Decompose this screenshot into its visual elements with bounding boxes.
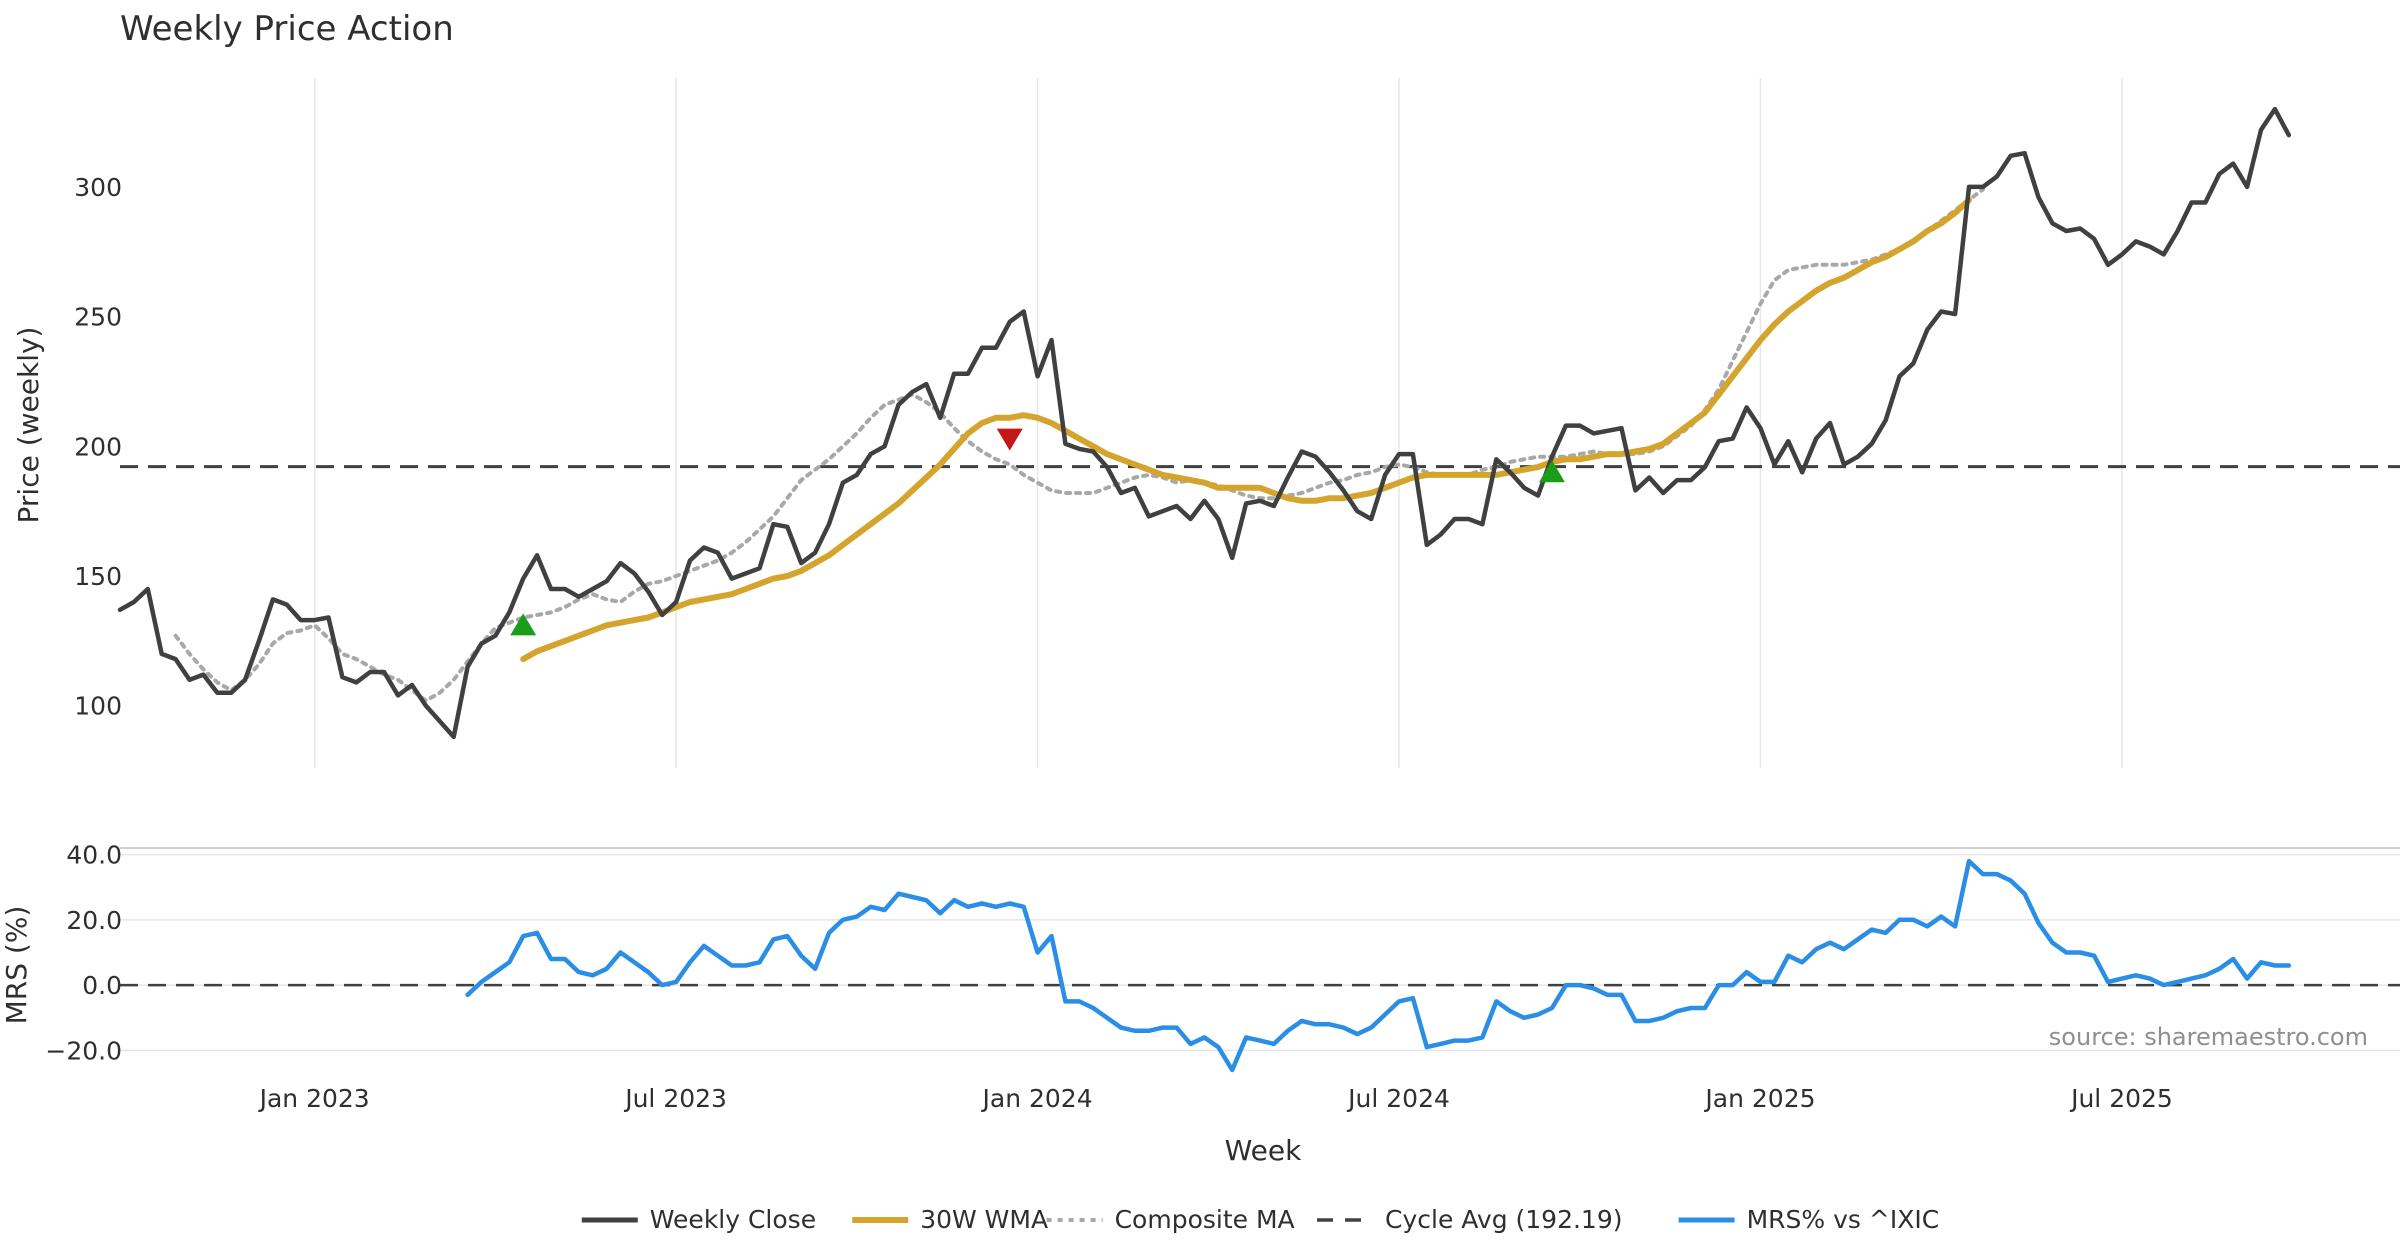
signal-markers [510,428,1565,636]
mrs-y-tick-label: 40.0 [66,841,122,870]
mrs-line [465,858,2292,1073]
weekly-close-line [117,106,2292,740]
x-tick-label: Jan 2023 [258,1084,370,1113]
mrs-y-tick-label: −20.0 [45,1036,122,1065]
legend-label: MRS% vs ^IXIC [1747,1205,1940,1234]
buy-signal-marker [1538,460,1565,483]
gridlines [120,78,2400,1052]
mrs-y-tick-label: 0.0 [82,971,122,1000]
composite-ma-line [173,187,1985,703]
source-note: source: sharemaestro.com [2049,1023,2368,1051]
legend-label: 30W WMA [920,1205,1048,1234]
x-tick-label: Jan 2025 [1703,1084,1815,1113]
x-tick-label: Jul 2024 [1346,1084,1450,1113]
price-y-ticks: 100 150 200 250 300 [74,173,122,721]
price-y-tick-label: 300 [74,173,122,202]
wma30-line [520,196,1972,663]
sell-signal-marker [996,428,1023,451]
buy-signal-marker [510,613,537,636]
price-y-axis-label: Price (weekly) [12,327,45,524]
x-axis-label: Week [1225,1134,1302,1167]
mrs-y-tick-label: 20.0 [66,906,122,935]
price-y-tick-label: 150 [74,562,122,591]
x-tick-label: Jul 2023 [623,1084,727,1113]
legend-label: Composite MA [1115,1205,1295,1234]
legend-label: Cycle Avg (192.19) [1385,1205,1623,1234]
x-tick-label: Jan 2024 [981,1084,1093,1113]
price-y-tick-label: 250 [74,303,122,332]
legend-label: Weekly Close [650,1205,816,1234]
x-tick-label: Jul 2025 [2069,1084,2173,1113]
legend: Weekly Close 30W WMA Composite MA Cycle Avg… [581,1205,1940,1234]
x-ticks: Jan 2023 Jul 2023 Jan 2024 Jul 2024 Jan 2025… [258,1084,2173,1113]
chart-title: Weekly Price Action [120,9,454,49]
series-layer [117,106,2400,1073]
price-y-tick-label: 100 [74,692,122,721]
price-y-tick-label: 200 [74,432,122,461]
mrs-y-axis-label: MRS (%) [0,906,33,1025]
mrs-y-ticks: −20.0 0.0 20.0 40.0 [45,841,122,1066]
